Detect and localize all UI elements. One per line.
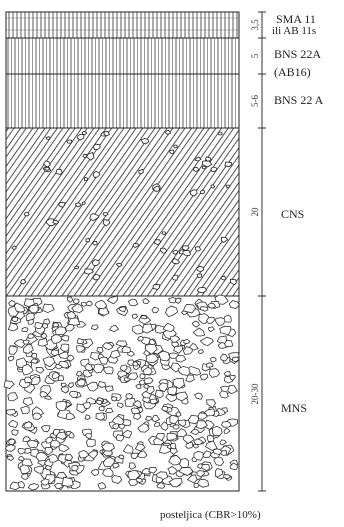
label-sma-line1: SMA 11: [276, 12, 316, 26]
layer-bns22a-ab16-block: [5, 37, 240, 75]
layer-sma-block: [5, 11, 240, 39]
mns-aggregate-texture: [3, 294, 241, 491]
subgrade-label: posteljica (CBR>10%): [160, 509, 261, 521]
layer-blocks: [3, 11, 241, 492]
label-cns: CNS: [281, 207, 304, 221]
cns-aggregate-texture: [11, 129, 237, 294]
label-mns: MNS: [281, 401, 307, 415]
dimension-scale: 3,5 5 5-6 20 20-30: [250, 11, 266, 492]
layer-labels: SMA 11 ili AB 11s BNS 22A (AB16) BNS 22 …: [272, 12, 324, 415]
thickness-bns22a-ab16: 5: [250, 53, 260, 58]
thickness-bns22a: 5-6: [250, 95, 260, 107]
thickness-sma: 3,5: [250, 19, 260, 31]
label-sma-line2: ili AB 11s: [272, 25, 316, 37]
label-bns22a-ab16-line1: BNS 22A: [274, 47, 321, 61]
thickness-cns: 20: [250, 207, 260, 217]
layer-bns22a-block: [5, 73, 240, 129]
layer-cns-block: [5, 127, 240, 297]
thickness-mns: 20-30: [250, 383, 260, 404]
label-bns22a: BNS 22 A: [274, 93, 324, 107]
label-bns22a-ab16-line2: (AB16): [274, 65, 311, 79]
